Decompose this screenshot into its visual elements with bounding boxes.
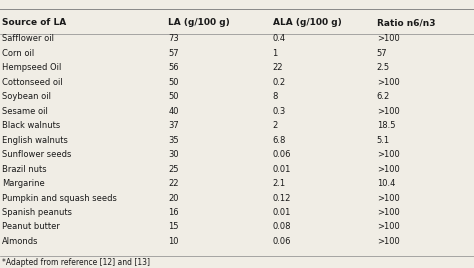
- Text: 6.2: 6.2: [377, 92, 390, 101]
- Text: 15: 15: [168, 222, 179, 232]
- Text: 37: 37: [168, 121, 179, 130]
- Text: >100: >100: [377, 107, 400, 116]
- Text: Sesame oil: Sesame oil: [2, 107, 48, 116]
- Text: Source of LA: Source of LA: [2, 18, 67, 27]
- Text: 57: 57: [377, 49, 387, 58]
- Text: Peanut butter: Peanut butter: [2, 222, 60, 232]
- Text: 22: 22: [273, 63, 283, 72]
- Text: 0.01: 0.01: [273, 165, 291, 174]
- Text: >100: >100: [377, 222, 400, 232]
- Text: 0.4: 0.4: [273, 34, 286, 43]
- Text: 2.5: 2.5: [377, 63, 390, 72]
- Text: English walnuts: English walnuts: [2, 136, 68, 145]
- Text: 0.08: 0.08: [273, 222, 291, 232]
- Text: Brazil nuts: Brazil nuts: [2, 165, 47, 174]
- Text: Pumpkin and squash seeds: Pumpkin and squash seeds: [2, 193, 117, 203]
- Text: 10: 10: [168, 237, 179, 246]
- Text: >100: >100: [377, 193, 400, 203]
- Text: 56: 56: [168, 63, 179, 72]
- Text: 0.06: 0.06: [273, 150, 291, 159]
- Text: Almonds: Almonds: [2, 237, 39, 246]
- Text: 73: 73: [168, 34, 179, 43]
- Text: >100: >100: [377, 237, 400, 246]
- Text: 0.01: 0.01: [273, 208, 291, 217]
- Text: >100: >100: [377, 208, 400, 217]
- Text: LA (g/100 g): LA (g/100 g): [168, 18, 230, 27]
- Text: 22: 22: [168, 179, 179, 188]
- Text: Spanish peanuts: Spanish peanuts: [2, 208, 73, 217]
- Text: 0.12: 0.12: [273, 193, 291, 203]
- Text: 0.2: 0.2: [273, 78, 286, 87]
- Text: 25: 25: [168, 165, 179, 174]
- Text: 35: 35: [168, 136, 179, 145]
- Text: 30: 30: [168, 150, 179, 159]
- Text: *Adapted from reference [12] and [13]: *Adapted from reference [12] and [13]: [2, 258, 150, 267]
- Text: >100: >100: [377, 165, 400, 174]
- Text: 1: 1: [273, 49, 278, 58]
- Text: Hempseed Oil: Hempseed Oil: [2, 63, 62, 72]
- Text: 5.1: 5.1: [377, 136, 390, 145]
- Text: Sunflower seeds: Sunflower seeds: [2, 150, 72, 159]
- Text: 0.06: 0.06: [273, 237, 291, 246]
- Text: Margarine: Margarine: [2, 179, 45, 188]
- Text: Soybean oil: Soybean oil: [2, 92, 51, 101]
- Text: 18.5: 18.5: [377, 121, 395, 130]
- Text: 50: 50: [168, 78, 179, 87]
- Text: Black walnuts: Black walnuts: [2, 121, 61, 130]
- Text: 20: 20: [168, 193, 179, 203]
- Text: 57: 57: [168, 49, 179, 58]
- Text: ALA (g/100 g): ALA (g/100 g): [273, 18, 341, 27]
- Text: 16: 16: [168, 208, 179, 217]
- Text: Corn oil: Corn oil: [2, 49, 35, 58]
- Text: 2.1: 2.1: [273, 179, 286, 188]
- Text: 2: 2: [273, 121, 278, 130]
- Text: Ratio n6/n3: Ratio n6/n3: [377, 18, 435, 27]
- Text: >100: >100: [377, 34, 400, 43]
- Text: 10.4: 10.4: [377, 179, 395, 188]
- Text: Cottonseed oil: Cottonseed oil: [2, 78, 63, 87]
- Text: Safflower oil: Safflower oil: [2, 34, 55, 43]
- Text: 40: 40: [168, 107, 179, 116]
- Text: 6.8: 6.8: [273, 136, 286, 145]
- Text: 0.3: 0.3: [273, 107, 286, 116]
- Text: 8: 8: [273, 92, 278, 101]
- Text: 50: 50: [168, 92, 179, 101]
- Text: >100: >100: [377, 150, 400, 159]
- Text: >100: >100: [377, 78, 400, 87]
